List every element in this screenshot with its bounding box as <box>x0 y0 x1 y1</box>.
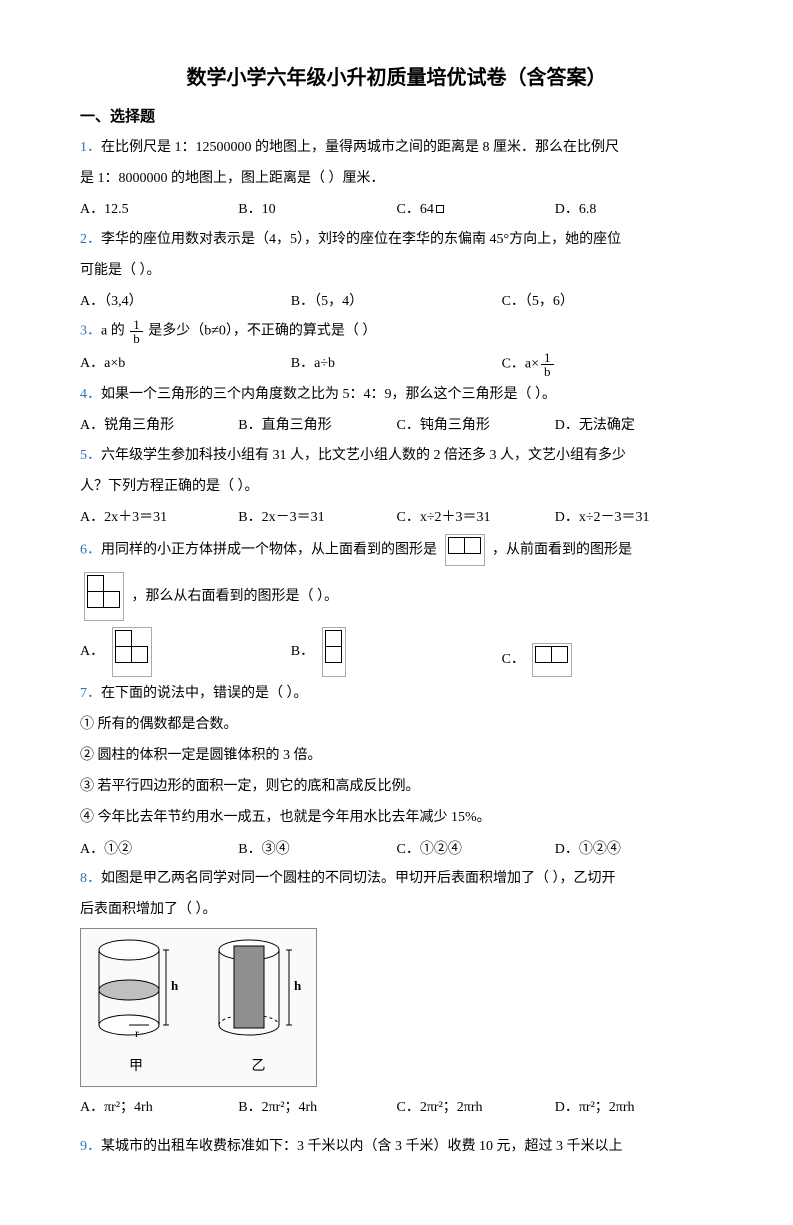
q1-opt-d: D．6.8 <box>555 197 713 222</box>
height-label: h <box>171 978 179 993</box>
label-jia: 甲 <box>91 1054 181 1079</box>
small-square-icon <box>436 205 444 213</box>
q5-line2: 人？下列方程正确的是（ ）。 <box>80 474 713 499</box>
q2-line2: 可能是（ ）。 <box>80 258 713 283</box>
q7-opt-d: D．①②④ <box>555 837 713 862</box>
question-8: 8．如图是甲乙两名同学对同一个圆柱的不同切法。甲切开后表面积增加了（ ），乙切开 <box>80 866 713 891</box>
question-5: 5．六年级学生参加科技小组有 31 人，比文艺小组人数的 2 倍还多 3 人，文… <box>80 443 713 468</box>
question-4: 4．如果一个三角形的三个内角度数之比为 5：4：9，那么这个三角形是（ ）。 <box>80 382 713 407</box>
question-6: 6．用同样的小正方体拼成一个物体，从上面看到的图形是 ，从前面看到的图形是 <box>80 534 713 566</box>
q3-pre: a 的 <box>101 324 125 339</box>
q4-opt-a: A．锐角三角形 <box>80 413 238 438</box>
q6-line2: ，那么从右面看到的图形是（ ）。 <box>80 572 713 621</box>
q5-options: A．2x＋3＝31 B．2x－3＝31 C．x÷2＋3＝31 D．x÷2－3＝3… <box>80 505 713 530</box>
q6-mid: ，从前面看到的图形是 <box>492 542 632 557</box>
q8-opt-a: A．πr²；4rh <box>80 1095 238 1120</box>
q7-s4: ④ 今年比去年节约用水一成五，也就是今年用水比去年减少 15%。 <box>80 805 713 830</box>
q7-s1: ① 所有的偶数都是合数。 <box>80 712 713 737</box>
q3-mid: 是多少（b≠0），不正确的算式是（ ） <box>148 324 376 339</box>
question-9: 9．某城市的出租车收费标准如下：3 千米以内（含 3 千米）收费 10 元，超过… <box>80 1134 713 1159</box>
q2-line1: 李华的座位用数对表示是（4，5），刘玲的座位在李华的东偏南 45°方向上，她的座… <box>101 232 621 247</box>
q8-opt-b: B．2πr²；4rh <box>238 1095 396 1120</box>
q7-s3: ③ 若平行四边形的面积一定，则它的底和高成反比例。 <box>80 774 713 799</box>
q6-post: ，那么从右面看到的图形是（ ）。 <box>132 589 339 604</box>
option-a-shape-icon <box>112 627 152 676</box>
q8-line1: 如图是甲乙两名同学对同一个圆柱的不同切法。甲切开后表面积增加了（ ），乙切开 <box>101 871 616 886</box>
q3-opt-b: B．a÷b <box>291 351 502 378</box>
q7-opt-b: B．③④ <box>238 837 396 862</box>
section-heading: 一、选择题 <box>80 104 713 131</box>
top-view-icon <box>445 534 485 566</box>
q1-options: A．12.5 B．10 C．64 D．6.8 <box>80 197 713 222</box>
question-7: 7．在下面的说法中，错误的是（ ）。 <box>80 681 713 706</box>
front-view-icon <box>84 572 124 621</box>
q1-line1: 在比例尺是 1：12500000 的地图上，量得两城市之间的距离是 8 厘米．那… <box>101 140 619 155</box>
q8-opt-d: D．πr²；2πrh <box>555 1095 713 1120</box>
q3-num: 3． <box>80 324 101 339</box>
q5-opt-c: C．x÷2＋3＝31 <box>397 505 555 530</box>
q8-num: 8． <box>80 871 101 886</box>
q4-opt-b: B．直角三角形 <box>238 413 396 438</box>
q1-line2: 是 1：8000000 的地图上，图上距离是（ ）厘米． <box>80 166 713 191</box>
q7-s2: ② 圆柱的体积一定是圆锥体积的 3 倍。 <box>80 743 713 768</box>
q4-opt-d: D．无法确定 <box>555 413 713 438</box>
height-label: h <box>294 978 302 993</box>
q7-opt-a: A．①② <box>80 837 238 862</box>
page-title: 数学小学六年级小升初质量培优试卷（含答案） <box>80 60 713 96</box>
q6-opt-b: B． <box>291 627 502 676</box>
q8-opt-c: C．2πr²；2πrh <box>397 1095 555 1120</box>
q9-text: 某城市的出租车收费标准如下：3 千米以内（含 3 千米）收费 10 元，超过 3… <box>101 1139 623 1154</box>
q1-opt-a: A．12.5 <box>80 197 238 222</box>
q4-options: A．锐角三角形 B．直角三角形 C．钝角三角形 D．无法确定 <box>80 413 713 438</box>
option-c-shape-icon <box>532 643 572 676</box>
q5-opt-b: B．2x－3＝31 <box>238 505 396 530</box>
question-2: 2．李华的座位用数对表示是（4，5），刘玲的座位在李华的东偏南 45°方向上，她… <box>80 227 713 252</box>
q6-opt-c: C． <box>502 643 713 676</box>
cylinder-jia: r h 甲 <box>91 935 181 1079</box>
q2-opt-c: C．（5，6） <box>502 289 713 314</box>
q1-opt-c: C．64 <box>397 197 555 222</box>
cylinder-diagram: r h 甲 h 乙 <box>80 928 317 1086</box>
q4-opt-c: C．钝角三角形 <box>397 413 555 438</box>
q8-options: A．πr²；4rh B．2πr²；4rh C．2πr²；2πrh D．πr²；2… <box>80 1095 713 1120</box>
q6-opt-a: A． <box>80 627 291 676</box>
q3-opt-a: A．a×b <box>80 351 291 378</box>
q4-num: 4． <box>80 387 101 402</box>
q2-opt-b: B．（5，4） <box>291 289 502 314</box>
fraction-icon: 1b <box>541 351 554 378</box>
q6-options: A． B． C． <box>80 627 713 676</box>
q3-opt-c: C．a×1b <box>502 351 713 378</box>
question-1: 1．在比例尺是 1：12500000 的地图上，量得两城市之间的距离是 8 厘米… <box>80 135 713 160</box>
fraction-icon: 1b <box>130 318 143 345</box>
q5-opt-a: A．2x＋3＝31 <box>80 505 238 530</box>
q7-opt-c: C．①②④ <box>397 837 555 862</box>
q5-opt-d: D．x÷2－3＝31 <box>555 505 713 530</box>
q9-num: 9． <box>80 1139 101 1154</box>
q5-num: 5． <box>80 448 101 463</box>
option-b-shape-icon <box>322 627 346 676</box>
q2-num: 2． <box>80 232 101 247</box>
q2-opt-a: A．（3,4） <box>80 289 291 314</box>
q3-options: A．a×b B．a÷b C．a×1b <box>80 351 713 378</box>
q2-options: A．（3,4） B．（5，4） C．（5，6） <box>80 289 713 314</box>
q1-opt-b: B．10 <box>238 197 396 222</box>
q6-num: 6． <box>80 542 101 557</box>
cylinder-yi: h 乙 <box>211 935 306 1079</box>
q4-text: 如果一个三角形的三个内角度数之比为 5：4：9，那么这个三角形是（ ）。 <box>101 387 556 402</box>
question-3: 3．a 的 1b 是多少（b≠0），不正确的算式是（ ） <box>80 318 713 345</box>
q6-pre: 用同样的小正方体拼成一个物体，从上面看到的图形是 <box>101 542 437 557</box>
label-yi: 乙 <box>211 1054 306 1079</box>
q1-num: 1． <box>80 140 101 155</box>
radius-label: r <box>135 1026 139 1040</box>
q7-text: 在下面的说法中，错误的是（ ）。 <box>101 686 308 701</box>
q7-options: A．①② B．③④ C．①②④ D．①②④ <box>80 837 713 862</box>
q8-line2: 后表面积增加了（ ）。 <box>80 897 713 922</box>
q5-line1: 六年级学生参加科技小组有 31 人，比文艺小组人数的 2 倍还多 3 人，文艺小… <box>101 448 626 463</box>
q7-num: 7． <box>80 686 101 701</box>
